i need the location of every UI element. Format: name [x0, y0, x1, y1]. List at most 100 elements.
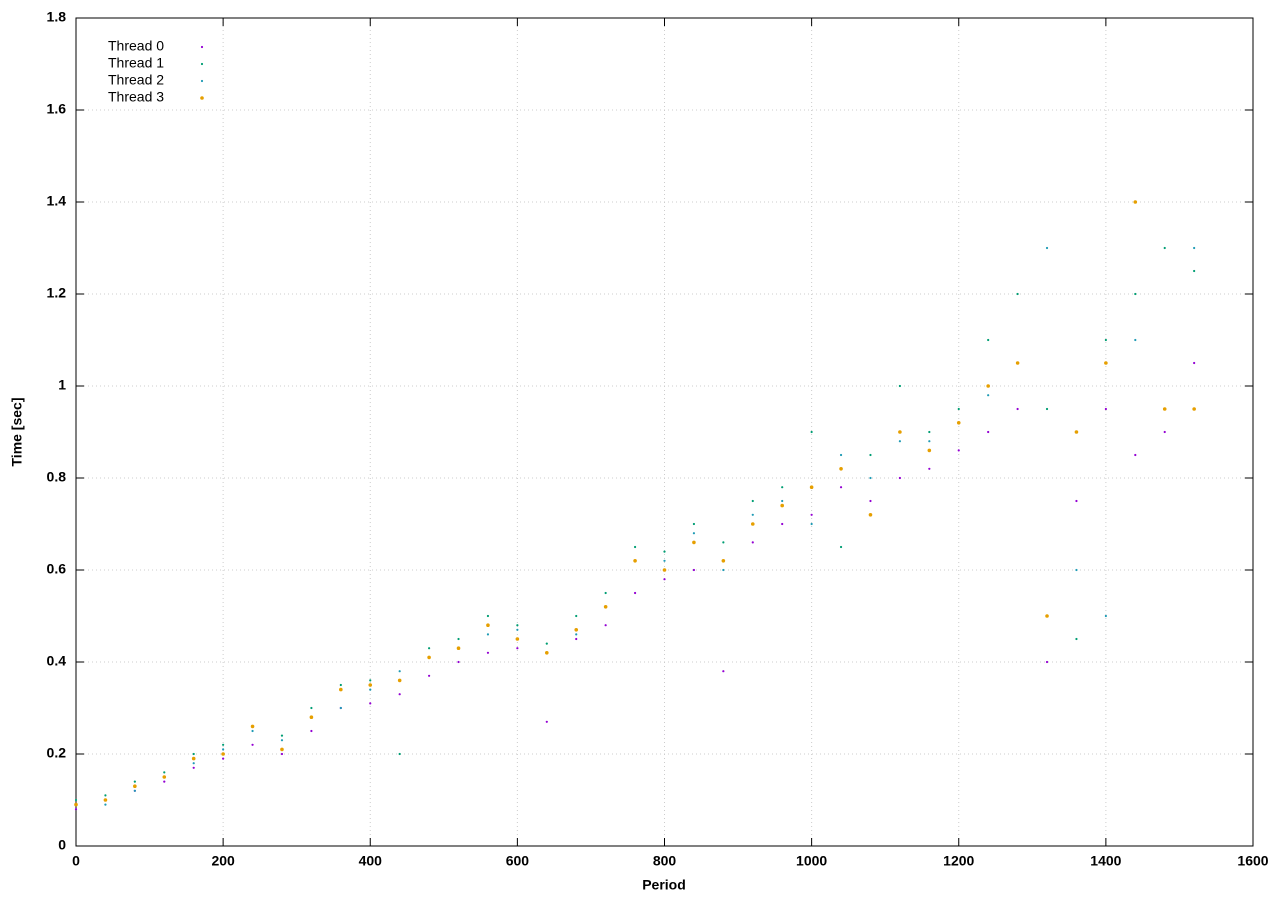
point — [839, 453, 843, 457]
point — [898, 440, 902, 443]
point — [692, 540, 696, 545]
point — [750, 522, 755, 526]
point — [369, 679, 372, 682]
point — [516, 628, 519, 631]
x-tick-label: 0 — [72, 853, 80, 869]
point — [104, 794, 107, 797]
point — [633, 559, 637, 563]
point — [309, 715, 314, 719]
point — [809, 485, 814, 490]
point — [898, 384, 902, 388]
point — [192, 752, 195, 756]
point — [1163, 246, 1166, 250]
point — [663, 550, 666, 553]
point — [987, 430, 990, 434]
point — [368, 683, 373, 687]
point — [1193, 361, 1196, 365]
legend-marker — [200, 79, 204, 83]
point — [310, 729, 313, 733]
point — [222, 757, 225, 760]
point — [751, 513, 754, 516]
point — [339, 706, 342, 710]
point — [987, 338, 990, 342]
point — [781, 486, 784, 489]
point — [692, 568, 696, 572]
y-tick-label: 1.4 — [47, 193, 67, 209]
point — [1075, 637, 1078, 641]
point — [810, 513, 813, 516]
x-tick-label: 1000 — [796, 853, 827, 869]
point — [74, 798, 78, 802]
point — [663, 559, 666, 562]
point — [486, 614, 490, 618]
point — [516, 624, 519, 627]
point — [74, 802, 78, 807]
point — [604, 624, 607, 627]
point — [545, 720, 548, 723]
point — [869, 453, 872, 457]
point — [339, 687, 343, 692]
point — [222, 743, 225, 746]
point — [781, 522, 784, 526]
point — [545, 651, 549, 655]
point — [280, 734, 284, 737]
point — [751, 541, 754, 544]
point — [928, 467, 931, 470]
point — [192, 766, 195, 769]
y-tick-label: 0.8 — [47, 469, 67, 485]
point — [486, 651, 490, 654]
point — [516, 647, 519, 650]
point — [162, 775, 167, 779]
point — [1134, 453, 1137, 457]
point — [428, 674, 431, 677]
point — [428, 647, 431, 650]
point — [869, 476, 872, 480]
point — [721, 559, 726, 563]
point — [1075, 568, 1078, 572]
point — [457, 637, 460, 641]
point — [869, 499, 872, 503]
y-tick-label: 1.8 — [47, 9, 67, 25]
y-tick-label: 0 — [58, 837, 66, 853]
point — [722, 568, 725, 572]
point — [133, 784, 137, 788]
point — [633, 591, 637, 595]
y-tick-label: 1 — [58, 377, 66, 393]
y-tick-label: 1.2 — [47, 285, 67, 301]
point — [250, 724, 255, 729]
point — [986, 384, 990, 388]
point — [456, 646, 461, 650]
point — [575, 637, 578, 641]
x-tick-label: 800 — [653, 853, 677, 869]
point — [1134, 338, 1137, 342]
point — [163, 771, 166, 774]
y-axis-label: Time [sec] — [9, 398, 25, 467]
point — [927, 448, 932, 453]
point — [1015, 361, 1020, 365]
point — [633, 545, 637, 549]
point — [221, 752, 225, 756]
point — [1192, 407, 1196, 411]
point — [1104, 614, 1107, 618]
point — [839, 545, 843, 549]
point — [839, 467, 843, 471]
point — [898, 476, 902, 480]
x-tick-label: 600 — [506, 853, 530, 869]
point — [1104, 407, 1107, 411]
point — [1133, 200, 1138, 204]
point — [575, 633, 578, 636]
point — [928, 440, 931, 443]
point — [722, 670, 725, 673]
y-tick-label: 0.6 — [47, 561, 67, 577]
point — [1163, 430, 1166, 434]
point — [104, 803, 107, 806]
x-tick-label: 200 — [211, 853, 235, 869]
point — [575, 614, 578, 618]
point — [280, 747, 284, 752]
point — [722, 541, 725, 544]
point — [987, 394, 990, 397]
point — [839, 486, 843, 489]
point — [369, 702, 372, 705]
